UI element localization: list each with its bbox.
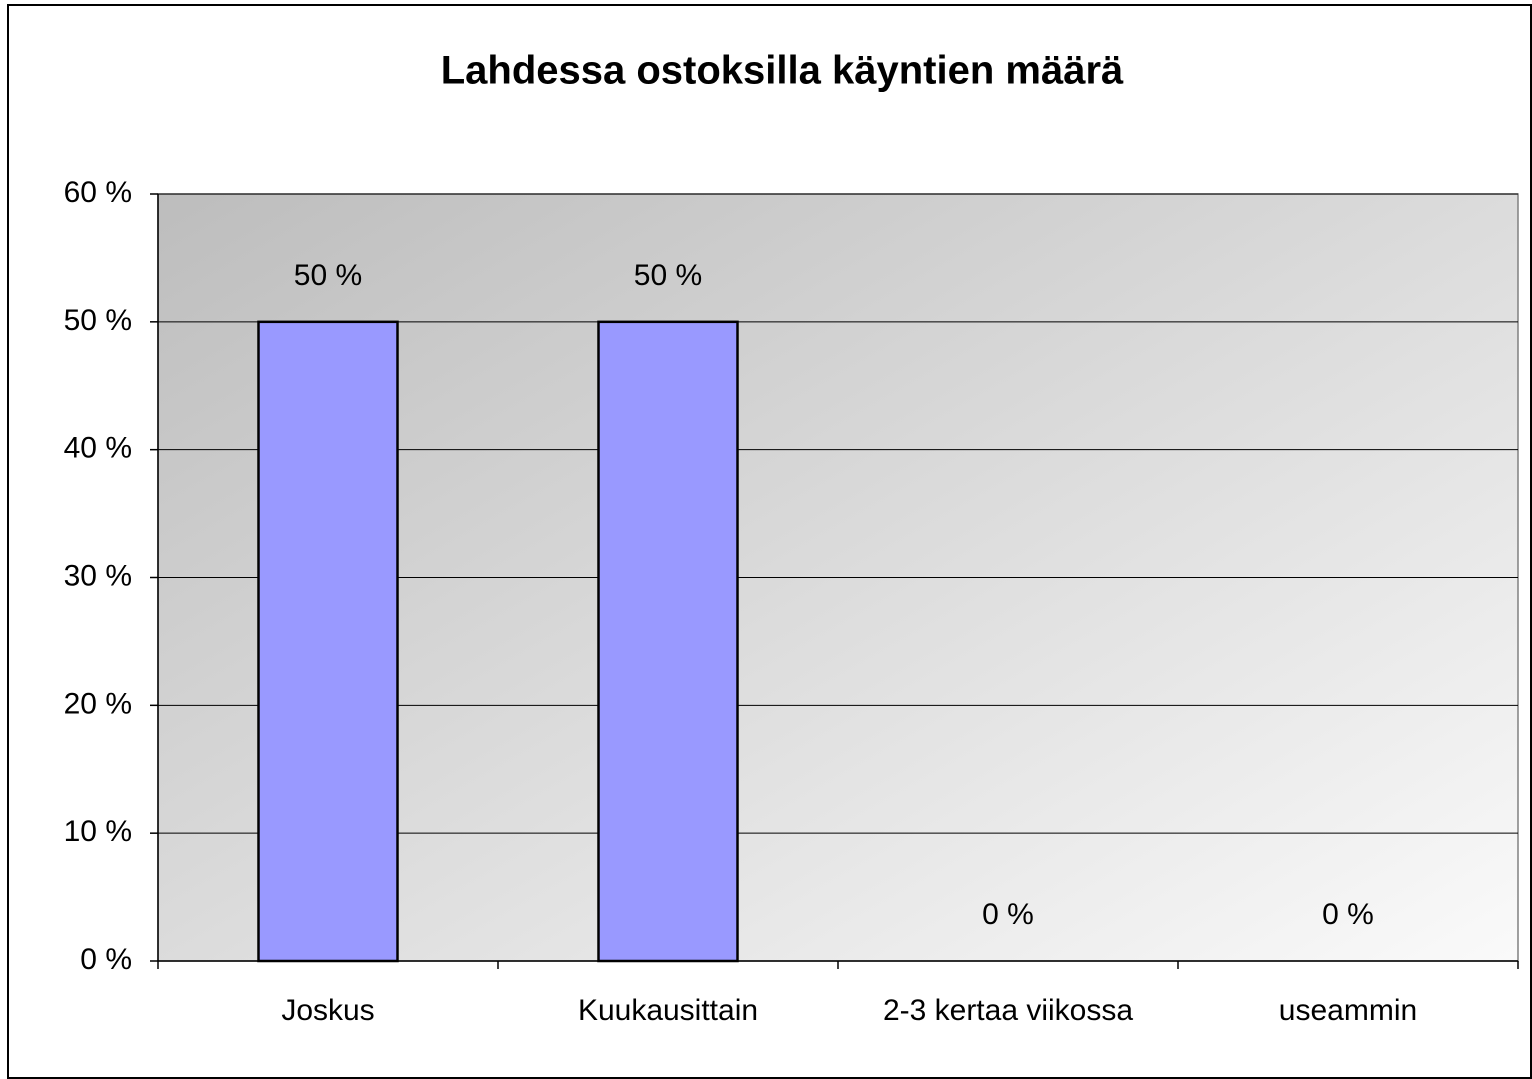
value-label: 50 % [634,259,702,292]
y-tick-label: 10 % [64,815,132,848]
y-tick-label: 50 % [64,304,132,337]
y-tick-label: 40 % [64,432,132,465]
y-tick-label: 30 % [64,559,132,592]
bar [257,320,399,963]
chart-title: Lahdessa ostoksilla käyntien määrä [441,49,1124,93]
value-label: 0 % [982,898,1034,931]
x-tick-label: useammin [1279,994,1417,1027]
x-tick-label: Joskus [281,994,374,1027]
y-tick-label: 60 % [64,176,132,209]
y-tick-label: 0 % [80,943,132,976]
value-label: 50 % [294,259,362,292]
value-label: 0 % [1322,898,1374,931]
bar [597,320,739,963]
x-tick-label: Kuukausittain [578,994,758,1027]
y-tick-label: 20 % [64,687,132,720]
x-tick-label: 2-3 kertaa viikossa [883,994,1133,1027]
